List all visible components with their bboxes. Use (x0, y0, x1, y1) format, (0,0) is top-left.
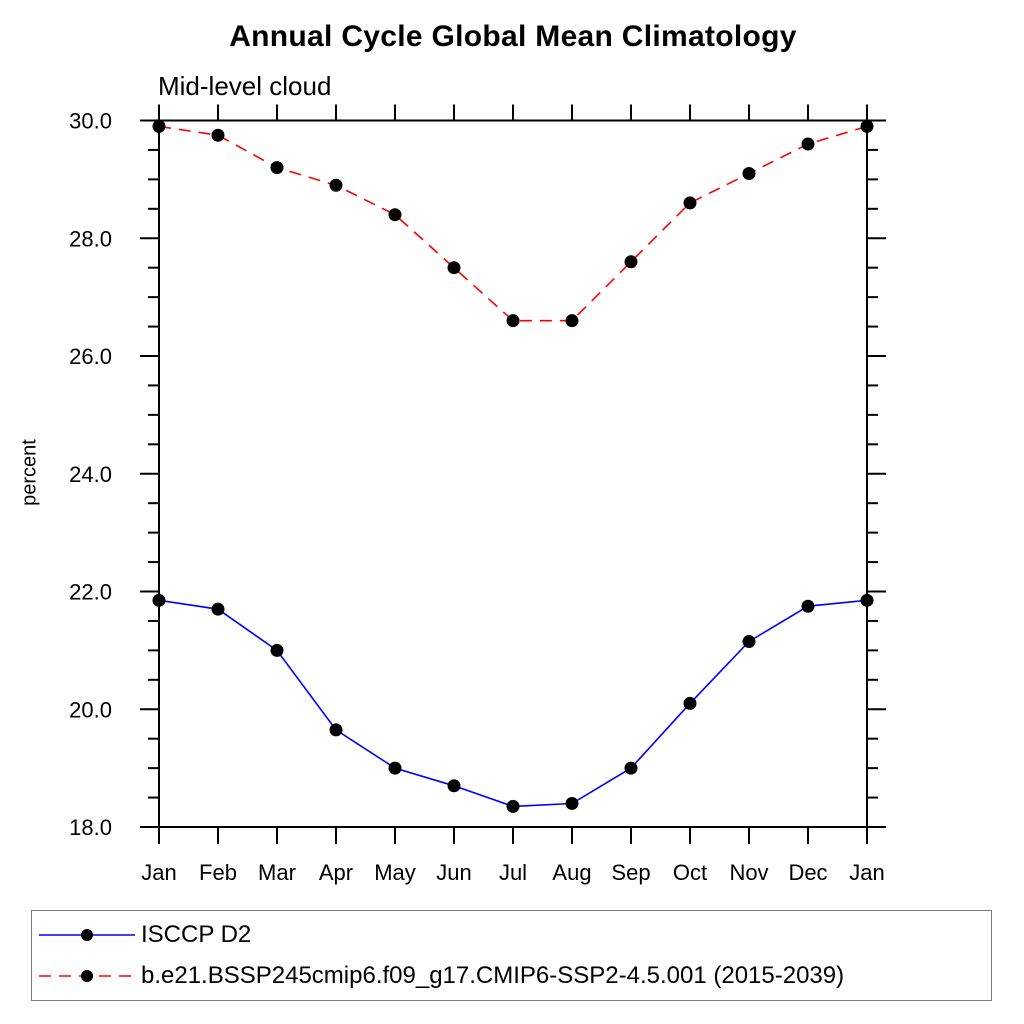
x-tick-label: Jan (141, 860, 176, 885)
data-point-marker-series-0 (683, 696, 697, 710)
x-tick-label: Jul (499, 860, 527, 885)
data-point-marker-series-0 (211, 602, 225, 616)
data-point-marker-series-0 (447, 779, 461, 793)
x-tick-label: Jan (849, 860, 884, 885)
data-point-marker-series-1 (801, 137, 815, 151)
data-point-marker-series-1 (506, 314, 520, 328)
legend-label-isccp-d2: ISCCP D2 (141, 921, 252, 948)
x-tick-label: Apr (319, 860, 353, 885)
y-tick-label: 26.0 (69, 344, 112, 369)
data-point-marker-series-0 (388, 761, 402, 775)
legend-entry-model: b.e21.BSSP245cmip6.f09_g17.CMIP6-SSP2-4.… (37, 962, 845, 989)
chart-title: Annual Cycle Global Mean Climatology (229, 20, 797, 53)
legend-line-sample-red-dashed (39, 970, 135, 982)
data-point-marker-series-0 (506, 799, 520, 813)
legend-entry-isccp-d2: ISCCP D2 (37, 921, 252, 948)
data-point-marker-series-1 (329, 178, 343, 192)
legend-box: ISCCP D2 b.e21.BSSP245cmip6.f09_g17.CMIP… (31, 910, 992, 1001)
legend-marker-icon (81, 929, 93, 941)
y-tick-label: 30.0 (69, 109, 112, 134)
chart-subtitle: Mid-level cloud (158, 71, 332, 101)
y-tick-label: 18.0 (69, 815, 112, 840)
y-tick-label: 28.0 (69, 226, 112, 251)
x-tick-label: Oct (673, 860, 707, 885)
data-point-marker-series-0 (329, 723, 343, 737)
series-line-1 (158, 125, 868, 322)
x-tick-label: Jun (436, 860, 471, 885)
data-point-marker-series-0 (860, 593, 874, 607)
y-tick-label: 24.0 (69, 462, 112, 487)
data-point-marker-series-1 (152, 119, 166, 133)
y-tick-label: 20.0 (69, 697, 112, 722)
series-line-0 (158, 599, 868, 808)
x-tick-label: May (374, 860, 416, 885)
data-point-marker-series-0 (270, 643, 284, 657)
legend-line-sample-blue-solid (39, 929, 135, 941)
x-tick-label: Nov (729, 860, 768, 885)
data-point-marker-series-1 (211, 128, 225, 142)
data-point-marker-series-0 (801, 599, 815, 613)
data-point-marker-series-1 (270, 161, 284, 175)
legend-label-model: b.e21.BSSP245cmip6.f09_g17.CMIP6-SSP2-4.… (141, 962, 845, 989)
x-tick-label: Dec (788, 860, 827, 885)
data-point-marker-series-1 (388, 208, 402, 222)
x-tick-label: Aug (552, 860, 591, 885)
y-tick-label: 22.0 (69, 580, 112, 605)
plot-frame (158, 119, 868, 828)
data-point-marker-series-1 (565, 314, 579, 328)
data-point-marker-series-0 (565, 796, 579, 810)
data-point-marker-series-1 (742, 166, 756, 180)
data-point-marker-series-1 (860, 119, 874, 133)
legend-marker-icon (81, 970, 93, 982)
data-point-marker-series-0 (624, 761, 638, 775)
data-point-marker-series-1 (683, 196, 697, 210)
data-point-marker-series-0 (152, 593, 166, 607)
data-point-marker-series-1 (447, 261, 461, 275)
data-point-marker-series-1 (624, 255, 638, 269)
data-point-marker-series-0 (742, 635, 756, 649)
x-tick-label: Mar (258, 860, 296, 885)
x-tick-label: Feb (199, 860, 237, 885)
x-tick-label: Sep (611, 860, 650, 885)
